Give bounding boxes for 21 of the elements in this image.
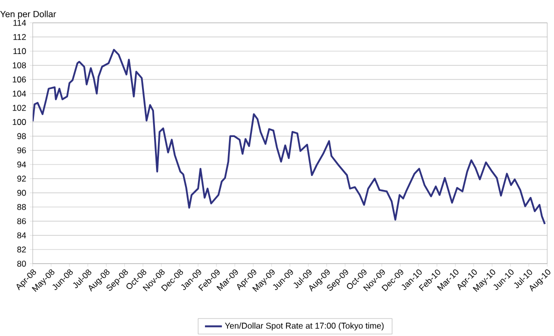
y-tick-label: 84 <box>17 232 26 238</box>
y-tick-label: 112 <box>13 34 26 40</box>
y-tick-label: 88 <box>17 204 26 210</box>
y-tick-label: 102 <box>12 104 26 111</box>
y-tick-label: 110 <box>13 48 26 54</box>
y-tick-label: 92 <box>17 176 26 182</box>
y-tick-label: 80 <box>17 260 26 267</box>
y-tick-label: 96 <box>17 147 26 154</box>
y-tick-label: 114 <box>13 20 26 26</box>
y-tick-label: 94 <box>17 161 26 168</box>
y-tick-label: 90 <box>17 190 26 196</box>
line-series <box>32 48 546 225</box>
y-tick-label: 98 <box>17 133 26 140</box>
y-tick-label: 86 <box>17 218 26 224</box>
y-tick-label: 100 <box>12 118 26 125</box>
y-axis-title: Yen per Dollar <box>0 10 56 19</box>
legend-label: Yen/Dollar Spot Rate at 17:00 (Tokyo time) <box>224 322 384 330</box>
y-tick-label: 82 <box>17 246 26 252</box>
y-tick-label: 106 <box>12 76 26 82</box>
y-tick-label: 108 <box>12 62 26 68</box>
y-tick-label: 104 <box>12 90 26 97</box>
